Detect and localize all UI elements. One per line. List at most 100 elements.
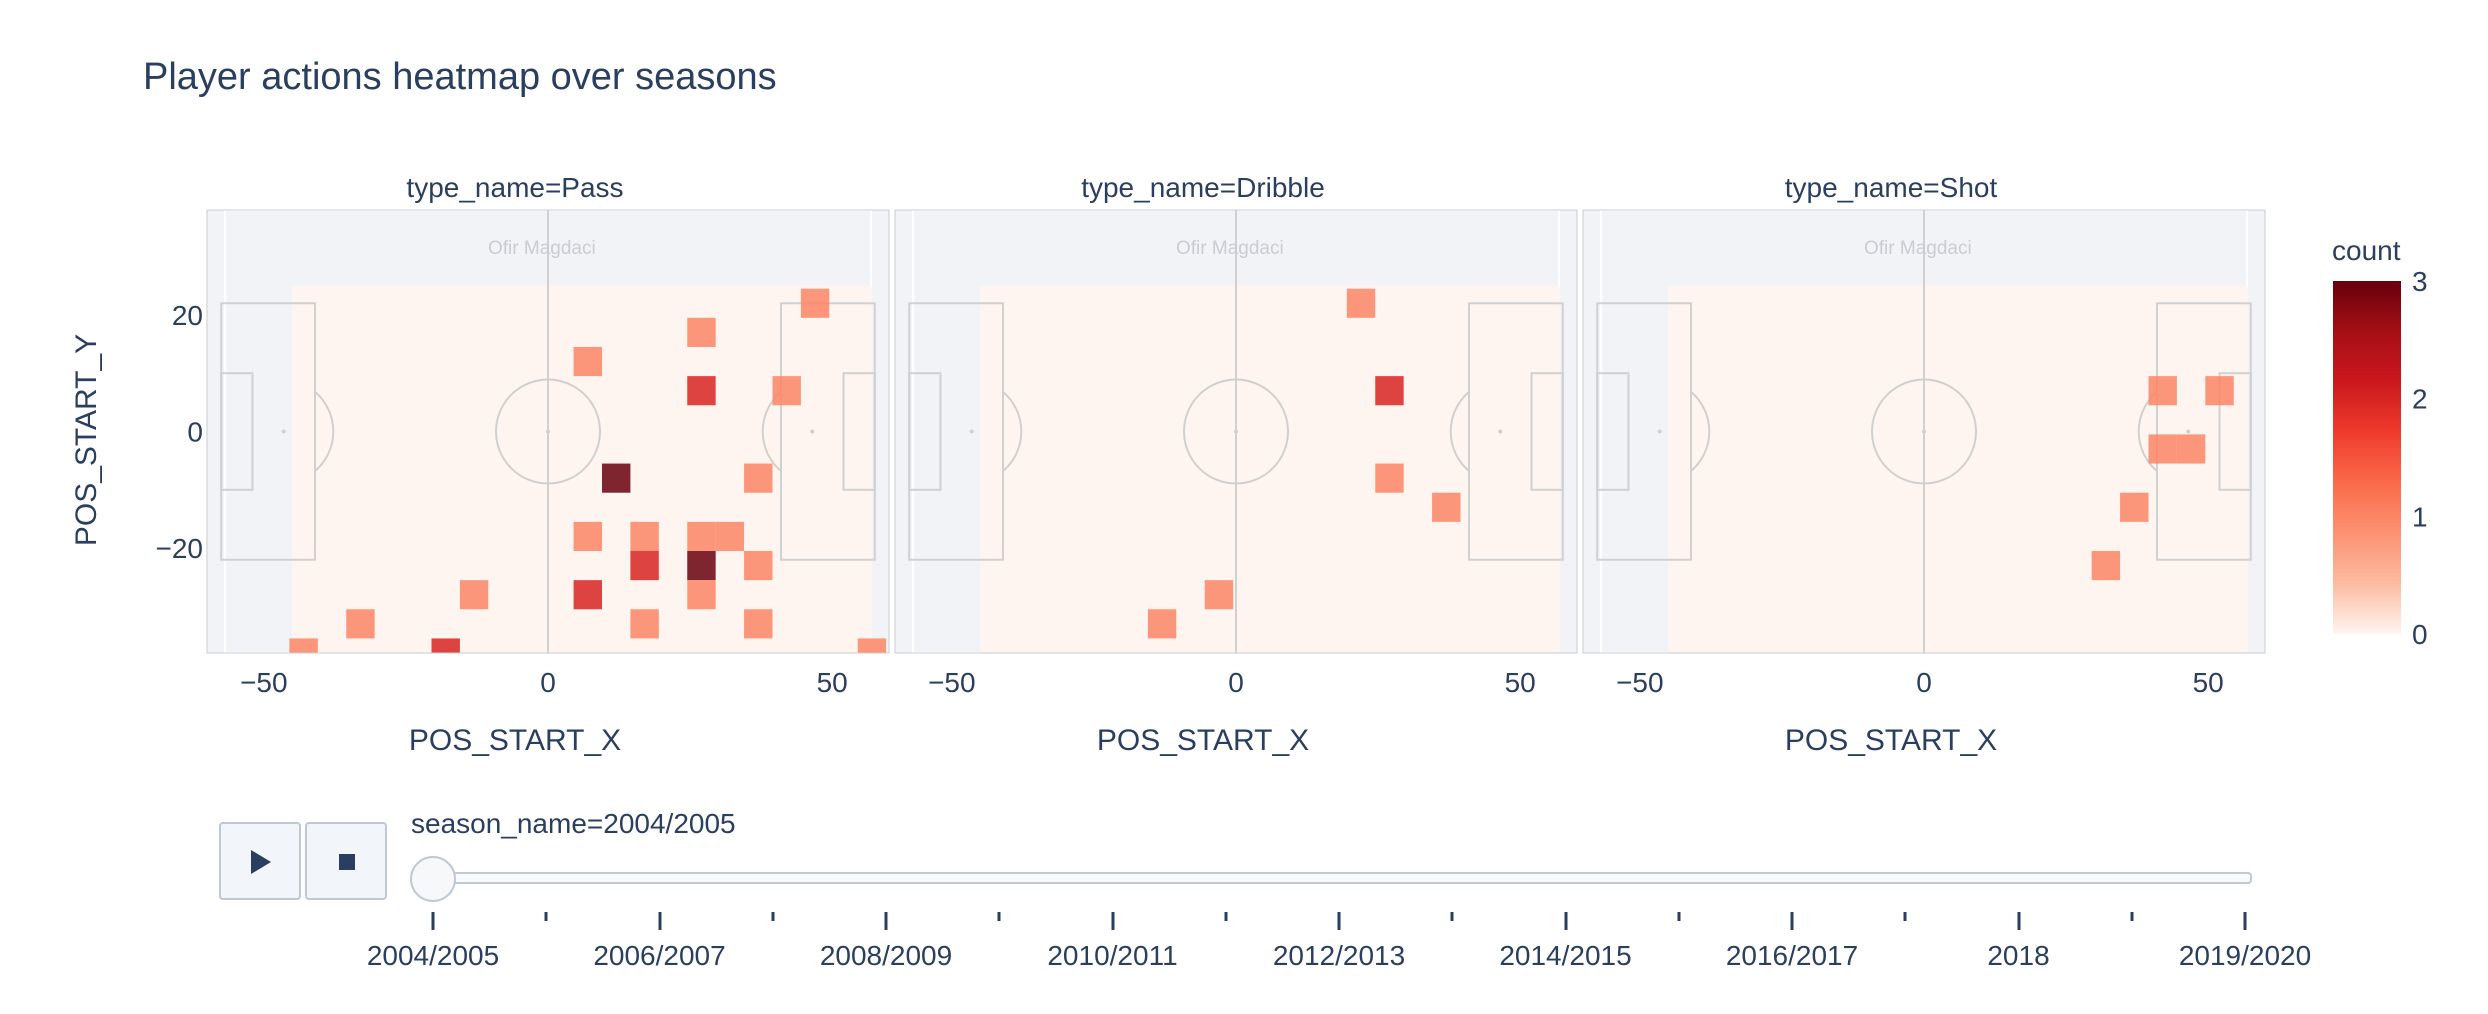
colorbar-tick-label: 2 (2412, 384, 2428, 415)
center-circle (1182, 378, 1290, 485)
penalty-spot-left (969, 429, 974, 434)
slider-step-label[interactable]: 2008/2009 (819, 940, 953, 971)
colorbar-tick-label: 1 (2412, 501, 2428, 532)
heatmap-cell (857, 638, 887, 653)
colorbar-tick-label: 3 (2412, 266, 2428, 297)
x-tick-label: 50 (1505, 667, 1536, 698)
penalty-arc-left (1002, 391, 1023, 472)
play-button[interactable] (219, 822, 301, 900)
penalty-arc-left (1690, 391, 1711, 472)
y-tick-label: −20 (156, 533, 204, 564)
slider-current-label: season_name=2004/2005 (411, 808, 736, 839)
heatmap-background-region (1668, 285, 2248, 653)
colorbar-title: count (2332, 235, 2401, 266)
x-axis-label: POS_START_X (409, 724, 621, 757)
heatmap-cell (2091, 550, 2121, 581)
heatmap-cell (2148, 434, 2177, 464)
slider-tick (1564, 912, 1567, 930)
heatmap-cell (687, 521, 716, 551)
slider-rail[interactable] (432, 872, 2252, 884)
goal-area-right (842, 372, 876, 491)
watermark-text: Ofir Magdaci (1176, 238, 1284, 259)
penalty-arc-right (1449, 391, 1470, 472)
heatmap-cell (630, 550, 659, 581)
watermark-text: Ofir Magdaci (1864, 238, 1972, 259)
x-tick-label: 0 (1228, 667, 1244, 698)
slider-step-label[interactable]: 2018 (1987, 940, 2050, 971)
slider-step-label[interactable]: 2004/2005 (366, 940, 500, 971)
heatmap-cell (1204, 580, 1234, 610)
heatmap-cell (715, 521, 745, 551)
center-spot (1922, 429, 1926, 434)
penalty-spot-right (810, 429, 815, 434)
heatmap-cell (630, 609, 659, 639)
slider-tick (658, 912, 661, 930)
heatmap-cell (1432, 492, 1461, 522)
penalty-arc-left (314, 391, 335, 472)
play-icon (251, 850, 271, 874)
heatmap-cell (573, 346, 602, 377)
heatmap-cell (772, 376, 801, 406)
plot-frame (894, 209, 1578, 654)
heatmap-cell (1375, 463, 1404, 493)
heatmap-cell (431, 638, 460, 653)
facet-2: Ofir Magdaci type_name=Shot −50 0 50 POS_STAR… (1582, 172, 2266, 757)
slider-step-label[interactable]: 2016/2017 (1725, 940, 1859, 971)
slider-tick (1903, 912, 1907, 921)
heatmap-cell (1375, 376, 1404, 406)
slider-tick (2130, 912, 2134, 921)
facet-title: type_name=Shot (1785, 172, 1998, 203)
slider-tick (1224, 912, 1228, 921)
heatmap-cell (1346, 288, 1376, 318)
penalty-spot-left (281, 429, 286, 434)
stop-button[interactable] (305, 822, 387, 900)
slider-tick (1111, 912, 1114, 930)
heatmap-cell (2176, 434, 2206, 464)
heatmap-cell (2148, 376, 2177, 406)
heatmap-cell (2205, 376, 2234, 406)
stop-icon (339, 854, 355, 870)
goal-area-right (1530, 372, 1564, 491)
x-tick-label: 50 (2193, 667, 2224, 698)
chart-title: Player actions heatmap over seasons (143, 56, 777, 98)
heatmap-cell (687, 550, 716, 581)
center-spot (1234, 429, 1238, 434)
goal-area-left (908, 372, 942, 491)
goal-area-left (220, 372, 254, 491)
heatmap-cell (687, 376, 716, 406)
center-spot (546, 429, 550, 434)
heatmap-cell (1147, 609, 1177, 639)
heatmap-cell (601, 463, 631, 493)
x-tick-label: −50 (928, 667, 976, 698)
x-tick-label: −50 (240, 667, 288, 698)
center-circle (1870, 378, 1978, 485)
x-axis-label: POS_START_X (1097, 724, 1309, 757)
slider-step-label[interactable]: 2012/2013 (1272, 940, 1406, 971)
colorbar-tick-label: 0 (2412, 619, 2428, 650)
plot-frame (206, 209, 890, 654)
slider-tick (431, 912, 435, 930)
slider-step-label[interactable]: 2010/2011 (1047, 940, 1178, 971)
slider-tick (2017, 912, 2020, 930)
slider-step-label[interactable]: 2006/2007 (593, 940, 726, 971)
slider-step-label[interactable]: 2019/2020 (2178, 940, 2312, 971)
heatmap-cell (744, 463, 773, 493)
x-tick-label: 0 (540, 667, 556, 698)
slider-handle[interactable] (410, 856, 456, 902)
heatmap-cell (346, 609, 375, 639)
slider-tick (1790, 912, 1794, 930)
heatmap-cell (2120, 492, 2149, 522)
y-tick-label: 20 (172, 300, 203, 331)
heatmap-cell (800, 288, 830, 318)
heatmap-cell (630, 521, 659, 551)
colorbar-scale (2333, 281, 2401, 634)
slider-tick (997, 912, 1001, 921)
heatmap-cell (573, 521, 602, 551)
slider-step-label[interactable]: 2014/2015 (1499, 940, 1632, 971)
heatmap-cell (289, 638, 318, 653)
y-tick-label: 0 (187, 417, 203, 448)
slider-tick (884, 912, 888, 930)
penalty-spot-right (2186, 429, 2191, 434)
heatmap-cell (687, 580, 716, 610)
